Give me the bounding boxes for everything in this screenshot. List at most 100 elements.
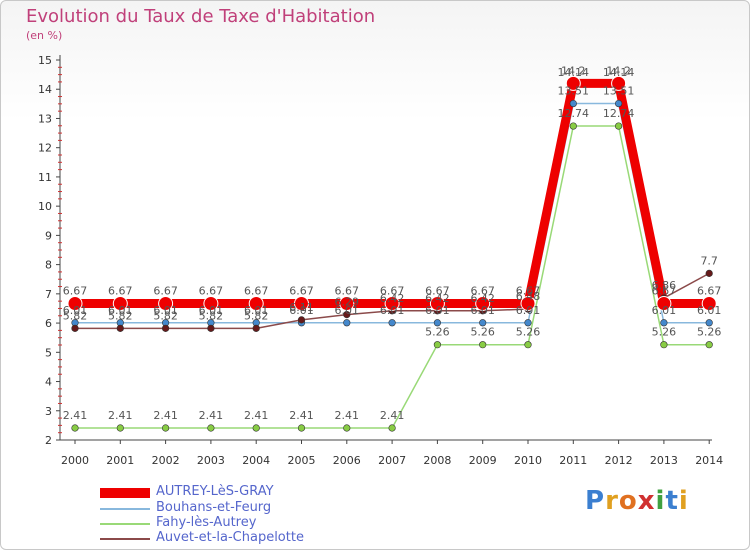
data-label: 6.42 — [425, 292, 450, 305]
legend-swatch — [100, 508, 150, 510]
x-tick-label: 2001 — [106, 454, 134, 467]
x-tick-label: 2002 — [152, 454, 180, 467]
legend-label: Bouhans-et-Feurg — [156, 500, 272, 515]
data-label: 5.26 — [652, 326, 677, 339]
x-tick-label: 2009 — [469, 454, 497, 467]
data-point — [388, 319, 396, 327]
data-point — [339, 295, 355, 311]
legend-label: AUTREY-LèS-GRAY — [156, 484, 274, 499]
y-tick-label: 14 — [38, 83, 52, 96]
x-tick-label: 2010 — [514, 454, 542, 467]
data-label: 14.2 — [606, 64, 631, 77]
legend-label: Auvet-et-la-Chapelotte — [156, 530, 304, 545]
data-point — [384, 295, 400, 311]
data-point — [343, 424, 351, 432]
data-point — [611, 75, 627, 91]
data-label: 6.67 — [516, 284, 541, 297]
data-point — [565, 75, 581, 91]
data-label: 5.82 — [153, 309, 178, 322]
y-tick-label: 9 — [45, 229, 52, 242]
data-label: 6.48 — [516, 290, 541, 303]
legend-label: Fahy-lès-Autrey — [156, 515, 257, 530]
data-label: 12.74 — [603, 107, 635, 120]
logo-letter: o — [618, 486, 638, 516]
y-tick-label: 2 — [45, 434, 52, 447]
data-label: 5.82 — [63, 309, 88, 322]
data-point — [203, 295, 219, 311]
data-label: 2.41 — [153, 409, 178, 422]
proxiti-logo: Proxiti — [585, 486, 689, 516]
data-point — [252, 424, 260, 432]
data-label: 13.51 — [603, 85, 635, 98]
logo-letter: i — [678, 486, 689, 516]
y-tick-label: 6 — [45, 317, 52, 330]
data-point — [656, 295, 672, 311]
data-label: 6.67 — [652, 284, 677, 297]
data-point — [479, 319, 487, 327]
data-point — [614, 122, 623, 130]
data-point — [569, 99, 577, 108]
data-point — [479, 341, 487, 349]
data-label: 2.41 — [244, 409, 269, 422]
data-label: 5.26 — [516, 326, 541, 339]
data-point — [67, 295, 83, 311]
chart-unit-label: (en %) — [26, 29, 63, 42]
data-point — [705, 341, 713, 349]
y-tick-label: 12 — [38, 142, 52, 155]
data-point — [433, 319, 442, 327]
data-label: 6.67 — [244, 284, 269, 297]
data-point — [705, 269, 713, 277]
data-point — [433, 341, 442, 349]
data-label: 6.67 — [335, 284, 360, 297]
data-label: 2.41 — [289, 409, 314, 422]
data-label: 14.14 — [558, 66, 590, 79]
logo-letter: P — [585, 486, 606, 516]
x-tick-label: 2000 — [61, 454, 89, 467]
data-label: 13.51 — [558, 85, 590, 98]
data-point — [207, 324, 215, 332]
y-tick-label: 8 — [45, 259, 52, 272]
data-point — [343, 319, 351, 327]
data-point — [252, 324, 260, 332]
x-tick-label: 2013 — [650, 454, 678, 467]
data-label: 5.26 — [697, 326, 722, 339]
data-label: 6.67 — [425, 284, 450, 297]
x-tick-label: 2008 — [423, 454, 451, 467]
data-label: 6.67 — [108, 284, 133, 297]
y-tick-label: 10 — [38, 200, 52, 213]
data-label: 6.67 — [470, 284, 495, 297]
data-point — [524, 341, 532, 349]
data-label: 6.11 — [289, 301, 314, 314]
data-point — [475, 295, 491, 311]
data-point — [520, 295, 536, 311]
chart-title: Evolution du Taux de Taxe d'Habitation — [26, 6, 376, 27]
data-point — [116, 324, 124, 332]
data-label: 6.86 — [652, 279, 677, 292]
x-tick-label: 2012 — [605, 454, 633, 467]
data-label: 6.01 — [289, 304, 314, 317]
data-point — [162, 424, 170, 432]
data-point — [207, 424, 215, 432]
data-label: 6.01 — [380, 304, 405, 317]
data-label: 6.01 — [244, 304, 269, 317]
data-label: 2.41 — [63, 409, 88, 422]
data-label: 6.01 — [516, 304, 541, 317]
chart-data-points — [67, 75, 717, 432]
data-point — [297, 316, 306, 324]
data-label: 2.41 — [335, 409, 360, 422]
data-point — [116, 424, 124, 432]
logo-letter: r — [605, 486, 619, 516]
data-point — [388, 424, 396, 432]
data-point — [660, 341, 668, 349]
data-label: 2.41 — [380, 409, 405, 422]
data-point — [162, 324, 170, 332]
y-tick-label: 4 — [45, 376, 52, 389]
data-label: 5.82 — [244, 309, 269, 322]
x-tick-label: 2003 — [197, 454, 225, 467]
chart-series-lines — [70, 78, 714, 429]
x-tick-label: 2004 — [242, 454, 270, 467]
legend-swatch — [100, 523, 150, 525]
data-point — [524, 319, 532, 327]
data-label: 5.26 — [425, 326, 450, 339]
data-label: 6.67 — [380, 284, 405, 297]
